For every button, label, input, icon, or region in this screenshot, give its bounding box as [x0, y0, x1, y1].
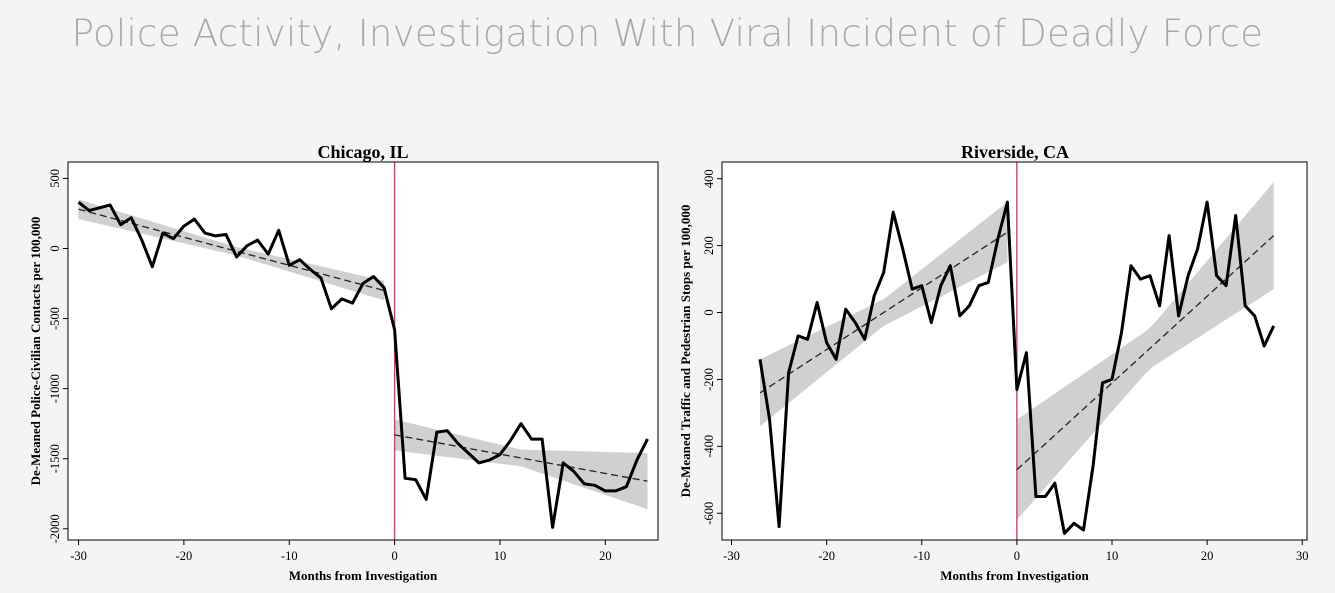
x-tick-label: -10: [913, 549, 930, 563]
confidence-band-0: [760, 202, 1008, 427]
x-tick-label: -30: [723, 549, 740, 563]
y-tick-label: 0: [48, 245, 62, 251]
x-tick-label: 30: [1296, 549, 1309, 563]
confidence-band-1: [1016, 182, 1274, 520]
slide-title: Police Activity, Investigation With Vira…: [71, 12, 1264, 55]
y-tick-label: -400: [702, 435, 716, 458]
x-axis-label: Months from Investigation: [940, 568, 1089, 583]
fit-line-0: [759, 231, 1008, 394]
x-tick-label: 20: [1201, 549, 1214, 563]
y-tick-label: 500: [48, 169, 62, 188]
y-tick-label: -500: [48, 307, 62, 330]
plot-frame: [67, 161, 659, 541]
y-tick-label: -200: [702, 368, 716, 391]
series-line-contacts: [77, 201, 649, 529]
y-tick-label: 0: [702, 309, 716, 315]
x-tick-label: 10: [494, 549, 507, 563]
fit-line-1: [394, 434, 648, 482]
x-tick-label: -20: [176, 549, 193, 563]
x-tick-label: -10: [281, 549, 298, 563]
y-axis-label: De-Meaned Police-Civilian Contacts per 1…: [28, 217, 43, 486]
y-axis-label: De-Meaned Traffic and Pedestrian Stops p…: [678, 205, 693, 498]
y-tick-label: 200: [702, 236, 716, 255]
fit-line-0: [78, 208, 385, 292]
panel-title: Riverside, CA: [961, 142, 1069, 162]
x-tick-label: -30: [70, 549, 87, 563]
fit-line-1: [1016, 235, 1275, 471]
y-tick-label: -1000: [48, 374, 62, 403]
y-tick-label: 400: [702, 169, 716, 188]
panel-title: Chicago, IL: [317, 142, 408, 162]
x-tick-label: -20: [818, 549, 835, 563]
plot-frame: [721, 161, 1308, 541]
x-axis-label: Months from Investigation: [289, 568, 438, 583]
y-tick-label: -2000: [48, 514, 62, 543]
y-tick-label: -600: [702, 502, 716, 525]
x-tick-label: 0: [1014, 549, 1020, 563]
x-tick-label: 0: [391, 549, 397, 563]
series-line-stops: [758, 200, 1276, 535]
y-tick-label: -1500: [48, 444, 62, 473]
x-tick-label: 20: [599, 549, 612, 563]
x-tick-label: 10: [1106, 549, 1119, 563]
